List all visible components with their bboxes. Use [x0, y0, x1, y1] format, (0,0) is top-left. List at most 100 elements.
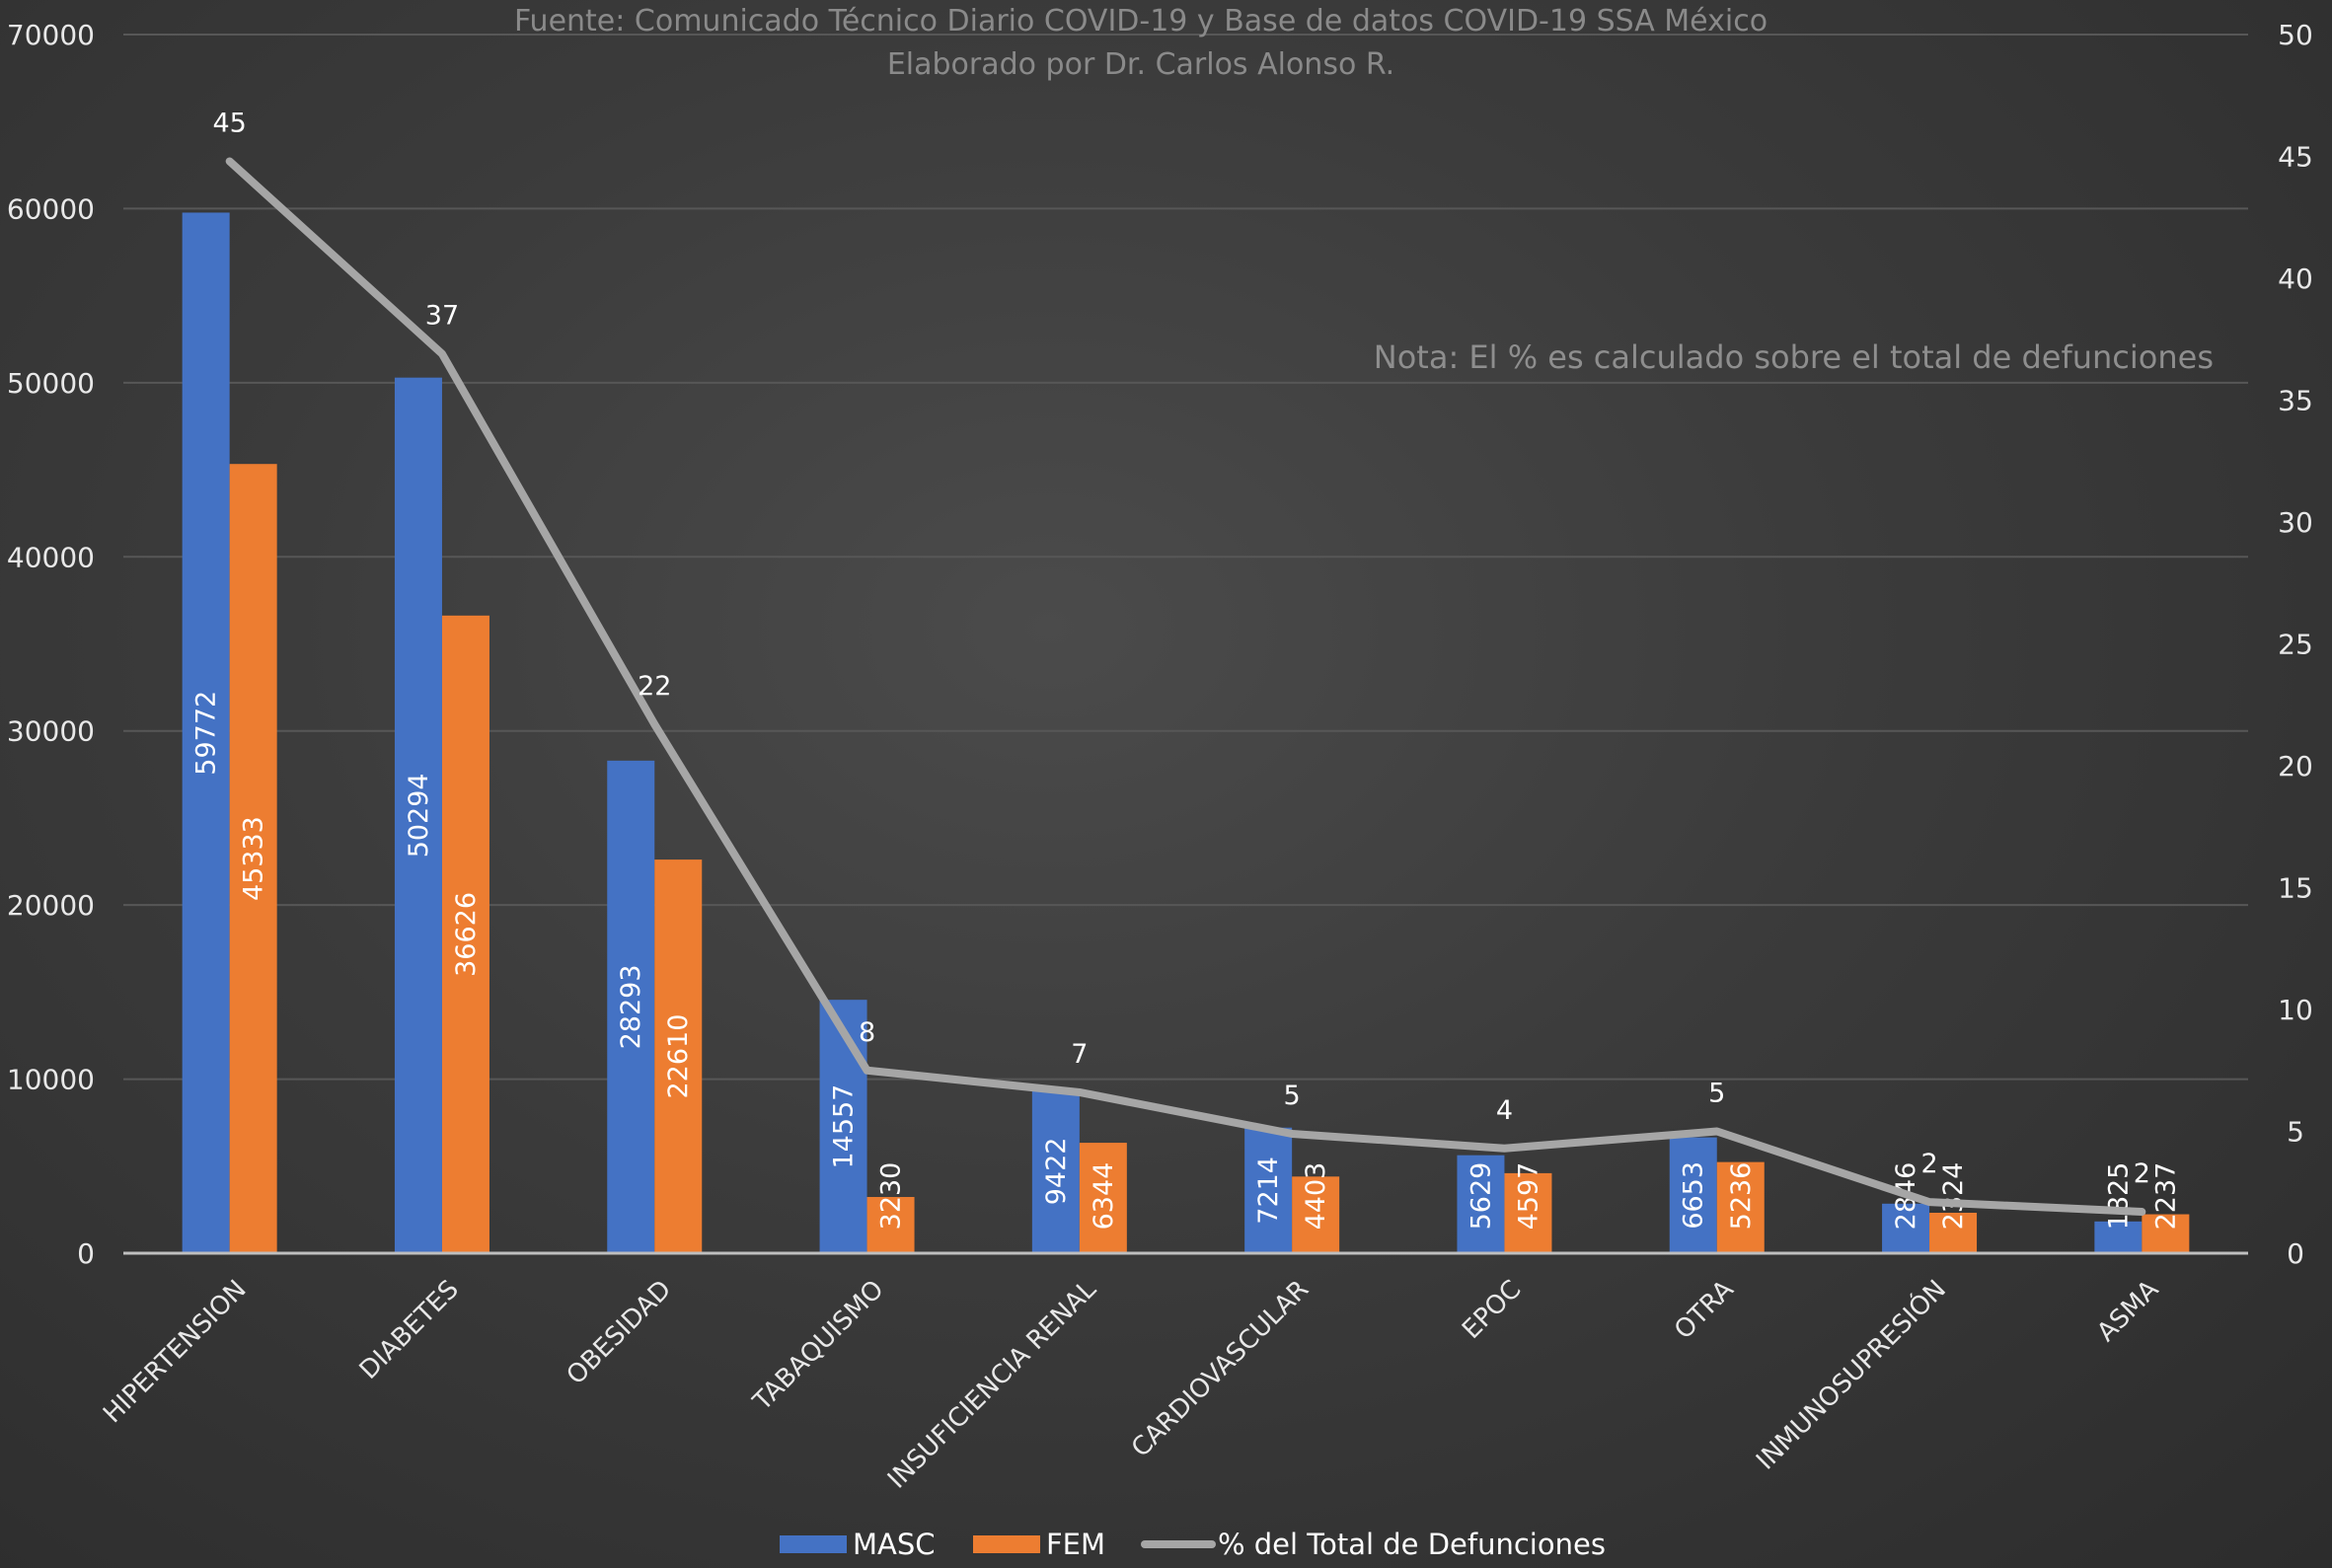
legend-swatch-masc: [780, 1535, 847, 1553]
legend-label-line: % del Total de Defunciones: [1218, 1528, 1606, 1561]
y-right-tick-label: 15: [2278, 872, 2313, 905]
y-right-tick-label: 0: [2287, 1237, 2304, 1270]
bar-fem: [1292, 1176, 1340, 1253]
data-label-masc: 1825: [2103, 1162, 2134, 1231]
line-data-label: 2: [1920, 1149, 1937, 1179]
data-label-masc: 7214: [1253, 1157, 1284, 1225]
y-right-tick-label: 40: [2278, 262, 2313, 295]
line-point: [865, 1069, 868, 1072]
legend: MASC FEM % del Total de Defunciones: [780, 1528, 1606, 1561]
y-right-tick-label: 50: [2278, 19, 2313, 51]
data-label-masc: 9422: [1041, 1138, 1072, 1206]
data-label-masc: 5629: [1466, 1162, 1496, 1231]
data-label-fem: 2237: [2150, 1162, 2181, 1231]
line-point: [440, 352, 443, 355]
line-point: [1503, 1147, 1506, 1150]
bar-fem: [1716, 1161, 1765, 1253]
y-left-tick-label: 50000: [7, 367, 95, 400]
line-point: [228, 160, 231, 163]
data-label-fem: 5236: [1726, 1162, 1757, 1231]
y-left-tick-label: 30000: [7, 715, 95, 748]
bar-fem: [1079, 1143, 1127, 1253]
bars: 59772 50294 28293 14557 9422 7214 5629 6653 2 8 4 6…: [182, 212, 2190, 1253]
y-right-tick-label: 45: [2278, 141, 2313, 174]
category-label: EPOC: [1457, 1275, 1527, 1345]
line-data-label: 45: [212, 108, 246, 138]
bar-masc: [1031, 1088, 1080, 1253]
y-right-tick-label: 10: [2278, 994, 2313, 1026]
bar-masc: [819, 1000, 867, 1253]
category-label: TABAQUISMO: [747, 1275, 890, 1418]
line-point: [1291, 1132, 1294, 1135]
y-left-tick-label: 20000: [7, 889, 95, 922]
line-point: [1078, 1090, 1081, 1093]
data-label-fem: 4403: [1301, 1162, 1331, 1231]
line-point: [2141, 1211, 2144, 1214]
category-label: CARDIOVASCULAR: [1126, 1275, 1315, 1463]
category-label: ASMA: [2091, 1275, 2164, 1348]
bar-fem: [1504, 1172, 1552, 1253]
data-label-masc: 50294: [404, 773, 434, 858]
data-label-masc: 6653: [1679, 1161, 1709, 1230]
y-left-tick-label: 60000: [7, 192, 95, 225]
bar-masc: [1882, 1203, 1930, 1253]
line-data-label: 5: [1708, 1079, 1725, 1109]
bar-fem: [2142, 1214, 2190, 1253]
y-right-tick-label: 5: [2287, 1116, 2304, 1149]
line-data-label: 37: [425, 301, 459, 332]
bar-fem: [441, 615, 489, 1253]
line-data-label: 5: [1284, 1081, 1301, 1111]
legend-label-fem: FEM: [1046, 1528, 1105, 1561]
data-label-masc: 14557: [829, 1084, 860, 1169]
chart-note: Nota: El % es calculado sobre el total d…: [1374, 338, 2214, 376]
line-data-label: 2: [2134, 1158, 2150, 1189]
category-label: INSUFICIENCIA RENAL: [882, 1274, 1102, 1494]
line-point: [653, 723, 656, 726]
line-series-path: [225, 157, 2146, 1217]
bar-masc: [607, 760, 655, 1253]
bar-masc: [1244, 1127, 1293, 1253]
data-label-fem: 2324: [1938, 1162, 1969, 1231]
data-label-fem: 36626: [451, 892, 482, 977]
line-data-label: 22: [638, 671, 671, 702]
bar-masc: [182, 212, 230, 1253]
bar-masc: [1457, 1155, 1505, 1253]
line-data-label: 7: [1071, 1039, 1088, 1070]
legend-label-masc: MASC: [853, 1528, 936, 1561]
y-right-tick-label: 30: [2278, 506, 2313, 539]
data-label-fem: 22610: [663, 1014, 694, 1099]
y-left-tick-label: 40000: [7, 541, 95, 573]
data-label-fem: 4597: [1513, 1162, 1543, 1231]
legend-swatch-fem: [973, 1535, 1040, 1553]
data-label-masc: 28293: [616, 964, 646, 1049]
line-point: [1928, 1201, 1931, 1204]
source-line: Fuente: Comunicado Técnico Diario COVID-…: [514, 4, 1768, 38]
line-data-label: 4: [1496, 1095, 1513, 1126]
y-left-tick-label: 0: [77, 1237, 95, 1270]
bar-masc: [1669, 1137, 1717, 1253]
category-label: INMUNOSUPRESIÓN: [1750, 1273, 1952, 1475]
category-label: OBESIDAD: [562, 1275, 678, 1391]
bar-fem: [1929, 1212, 1978, 1253]
bar-fem: [229, 464, 277, 1253]
bar-masc: [394, 377, 442, 1253]
y-right-tick-label: 20: [2278, 750, 2313, 783]
y-right-tick-label: 35: [2278, 385, 2313, 417]
line-data-label: 8: [859, 1017, 875, 1048]
data-label-fem: 6344: [1089, 1162, 1119, 1231]
author-line: Elaborado por Dr. Carlos Alonso R.: [887, 47, 1394, 82]
y-left-tick-label: 70000: [7, 19, 95, 51]
bar-fem: [654, 859, 703, 1253]
line-point: [1715, 1130, 1718, 1133]
axes: 0 10000 20000 30000 40000 50000 60000 70000 0 5 10…: [7, 19, 2313, 1495]
data-label-fem: 3230: [876, 1162, 907, 1231]
category-label: HIPERTENSION: [98, 1275, 253, 1430]
y-left-tick-label: 10000: [7, 1064, 95, 1096]
bar-masc: [2094, 1221, 2143, 1253]
category-label: OTRA: [1669, 1275, 1740, 1346]
y-right-tick-label: 25: [2278, 629, 2313, 661]
bar-fem: [866, 1197, 915, 1253]
